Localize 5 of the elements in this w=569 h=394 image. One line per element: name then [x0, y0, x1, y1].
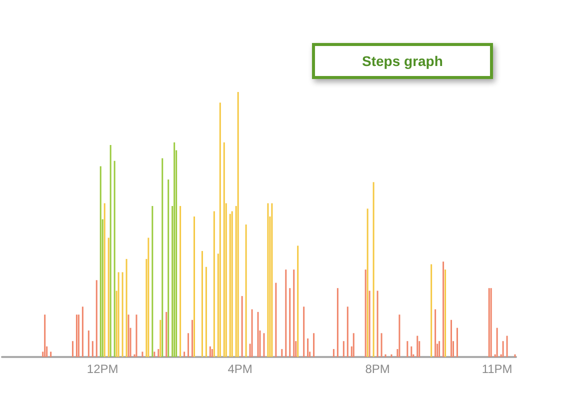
- x-tick-label: 4PM: [228, 362, 252, 376]
- x-tick-label: 12PM: [86, 362, 118, 376]
- chart-title: Steps graph: [362, 53, 443, 69]
- x-tick-label: 8PM: [365, 362, 390, 376]
- x-tick-label: 11PM: [482, 362, 512, 376]
